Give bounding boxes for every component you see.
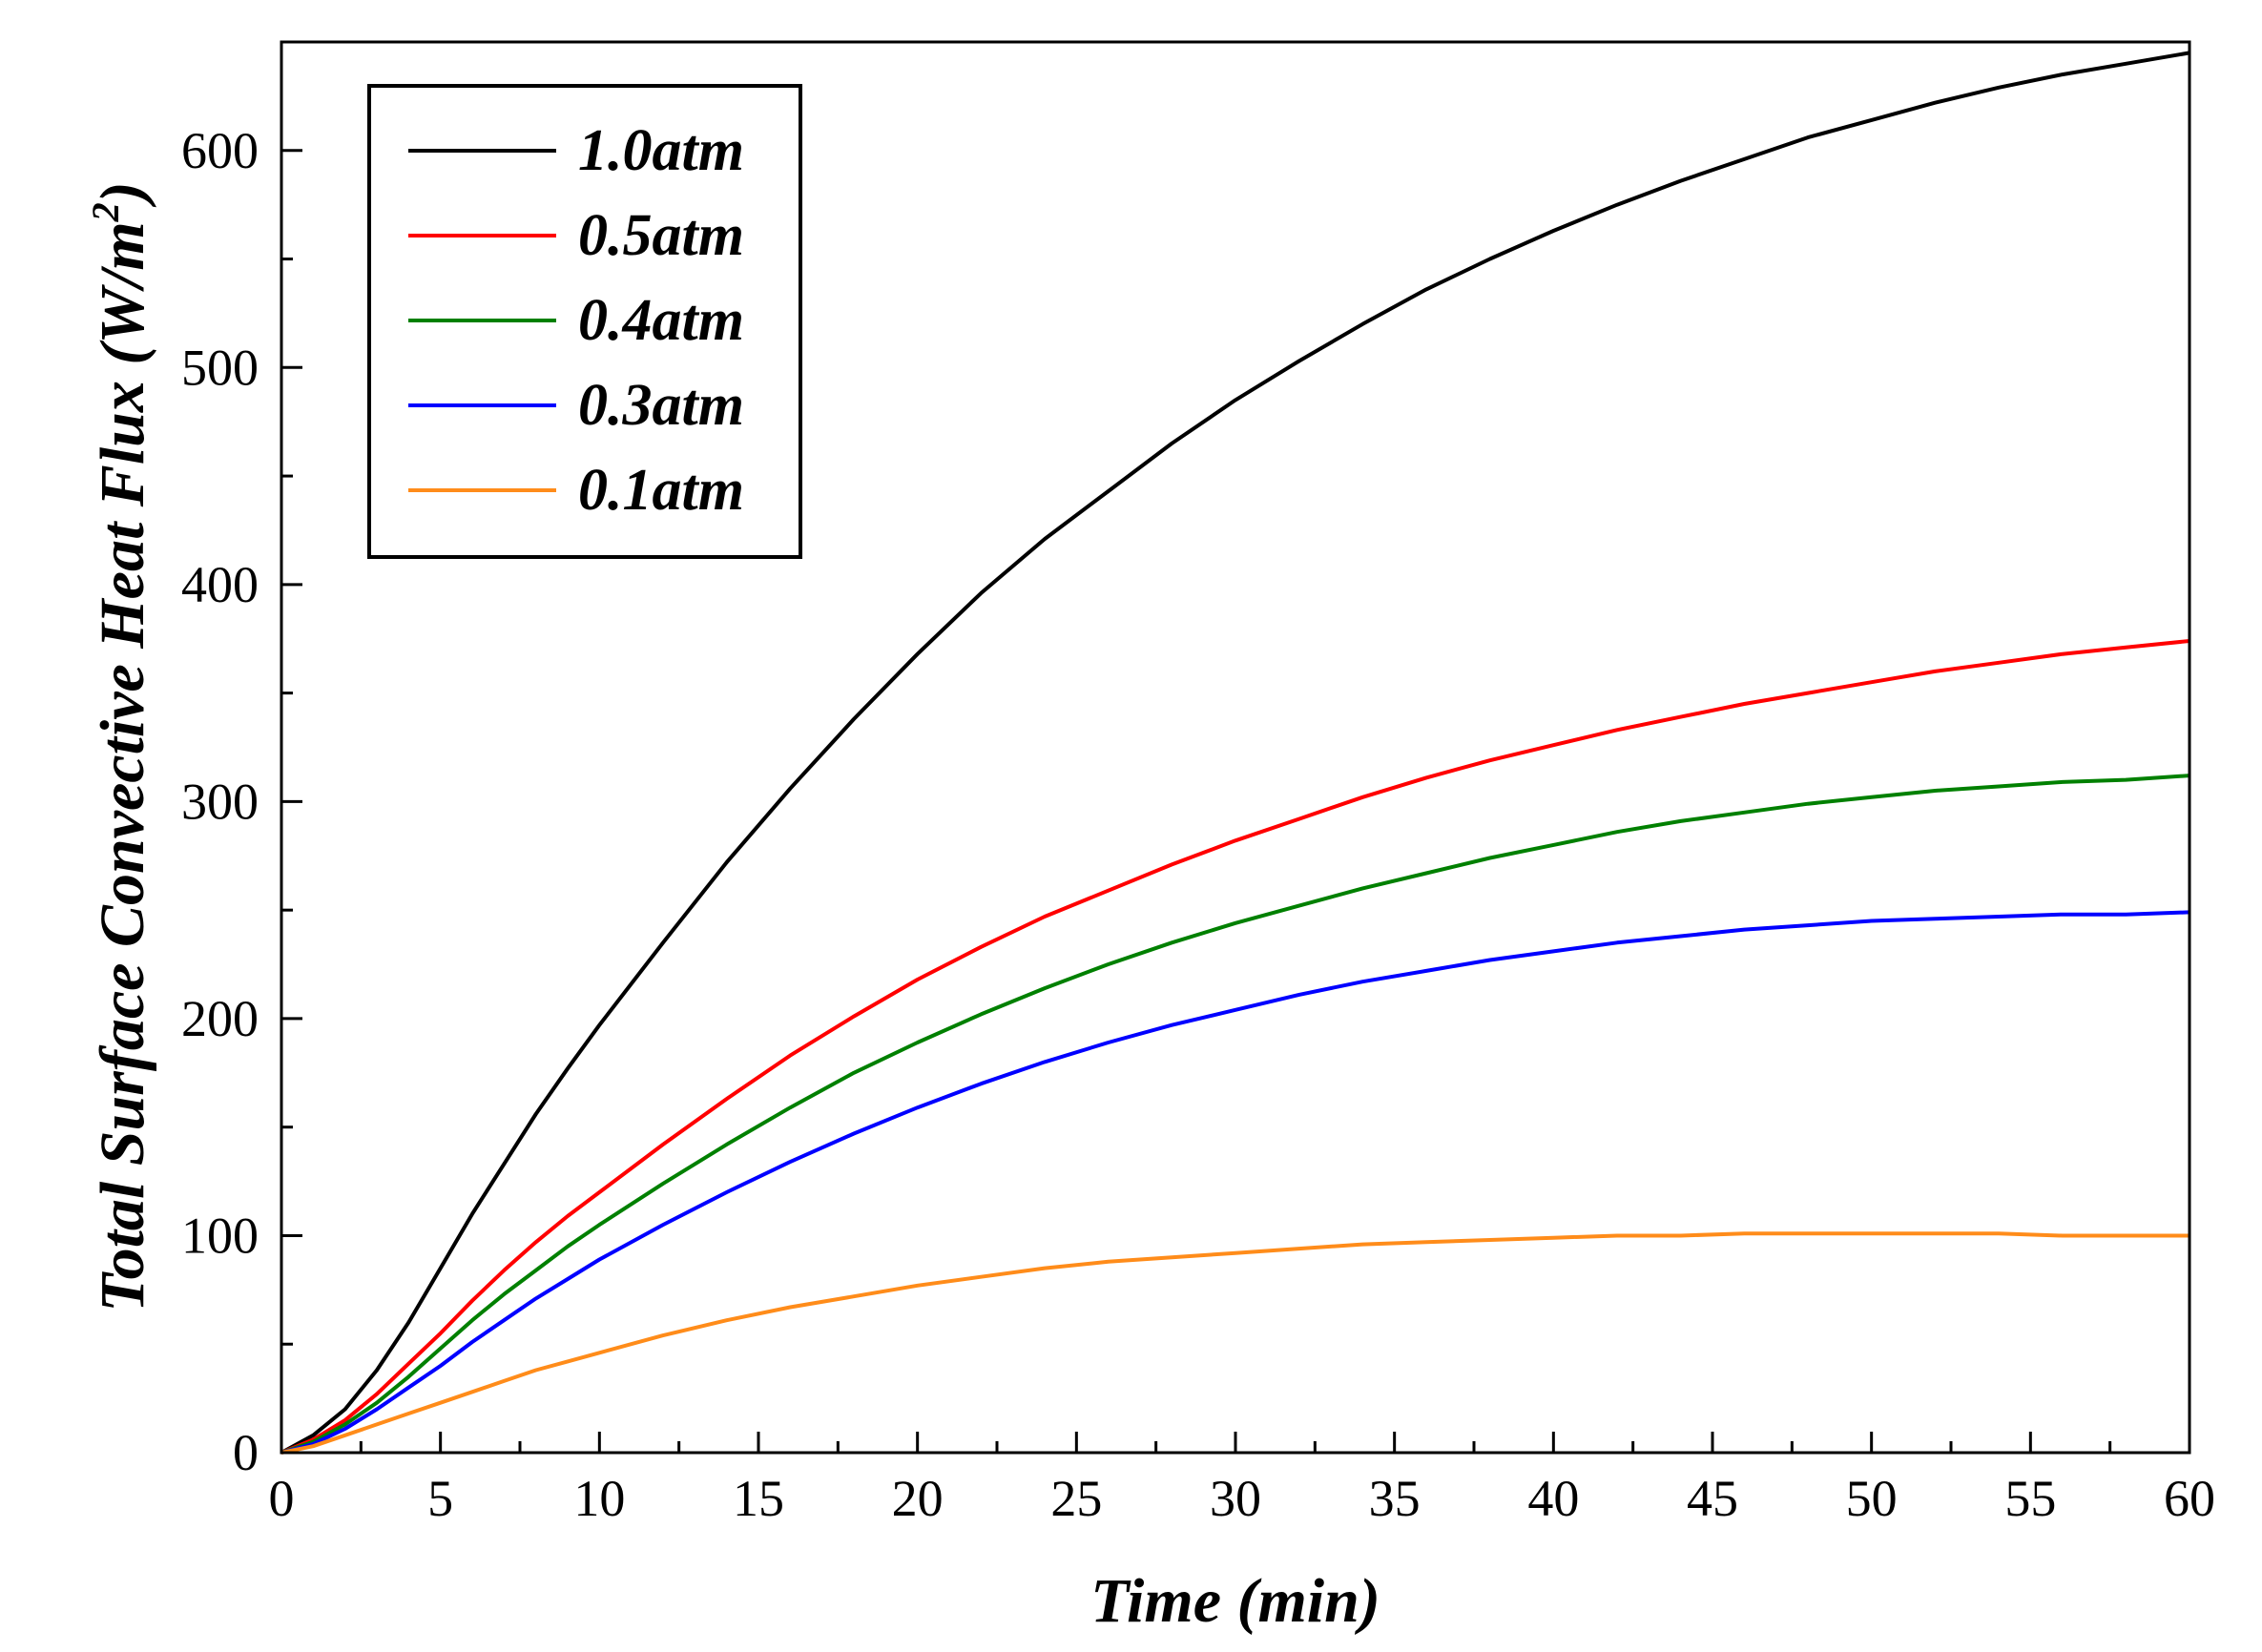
- series-layer: [280, 51, 2190, 1455]
- y-tick-label: 200: [181, 990, 259, 1047]
- series-line-0-5atm: [280, 639, 2190, 1455]
- series-line-1-0atm: [280, 51, 2190, 1455]
- legend-label-0-3atm: 0.3atm: [578, 373, 744, 438]
- x-tick-label: 30: [1210, 1470, 1261, 1527]
- x-tick-label: 60: [2164, 1470, 2215, 1527]
- x-tick-label: 35: [1369, 1470, 1421, 1527]
- legend: 1.0atm 0.5atm 0.4atm 0.3atm 0.1atm: [367, 84, 802, 559]
- x-tick-label: 0: [269, 1470, 295, 1527]
- series-line-0-3atm: [280, 910, 2190, 1455]
- x-tick-label: 50: [1846, 1470, 1898, 1527]
- y-axis-title: Total Surface Convective Heat Flux (W/m2…: [84, 181, 157, 1311]
- y-tick-label: 400: [181, 556, 259, 613]
- plot-frame: [280, 40, 2191, 1455]
- ticks-layer: 0 5 10 15 20 25 30 35 40 45 50 55 600100200300400500…: [181, 40, 2215, 1527]
- x-tick-label: 20: [892, 1470, 944, 1527]
- legend-label-1-0atm: 1.0atm: [578, 118, 744, 183]
- x-tick-label: 55: [2004, 1470, 2056, 1527]
- x-axis-title: Time (min): [1090, 1566, 1380, 1636]
- y-tick-label: 100: [181, 1207, 259, 1264]
- y-tick-label: 0: [233, 1424, 259, 1481]
- series-line-0-4atm: [280, 774, 2190, 1455]
- x-tick-label: 10: [573, 1470, 625, 1527]
- y-tick-label: 600: [181, 122, 259, 179]
- x-tick-label: 40: [1527, 1470, 1579, 1527]
- x-tick-label: 5: [427, 1470, 453, 1527]
- series-line-0-1atm: [280, 1231, 2189, 1455]
- y-tick-label: 300: [181, 773, 259, 830]
- legend-label-0-5atm: 0.5atm: [578, 203, 744, 268]
- legend-items: 1.0atm 0.5atm 0.4atm 0.3atm 0.1atm: [408, 118, 744, 523]
- legend-label-0-4atm: 0.4atm: [578, 288, 744, 353]
- x-tick-label: 15: [733, 1470, 784, 1527]
- x-tick-label: 45: [1687, 1470, 1738, 1527]
- x-tick-label: 25: [1050, 1470, 1102, 1527]
- legend-label-0-1atm: 0.1atm: [578, 458, 744, 523]
- y-tick-label: 500: [181, 339, 259, 396]
